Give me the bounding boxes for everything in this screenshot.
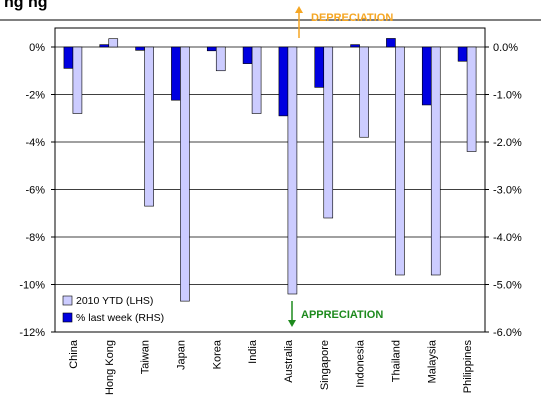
plot-area [54,27,486,333]
category-label: Taiwan [140,340,152,374]
category-label: Philippines [462,340,474,394]
left-tick-label: 0% [29,42,45,54]
bar-ytd [251,46,262,114]
depreciation-arrowhead [295,6,303,13]
legend-label-ytd: 2010 YTD (LHS) [76,295,153,307]
bar-last-week [314,46,325,88]
bars [63,38,477,302]
gridlines [55,46,485,285]
category-label: Korea [211,339,223,369]
bar-ytd [359,46,369,138]
right-tick-label: -2.0% [493,137,522,149]
bar-last-week [171,46,181,101]
bar-ytd [395,46,405,276]
right-tick-label: -5.0% [493,280,522,292]
bar-ytd [144,46,154,207]
bar-ytd [72,46,83,114]
category-label: Indonesia [355,339,367,388]
right-tick-label: 0.0% [493,42,518,54]
bar-last-week [457,46,468,62]
category-label: India [247,339,259,364]
right-tick-label: -3.0% [493,185,522,197]
depreciation-annotation: DEPRECIATION [295,6,393,38]
bar-ytd [287,46,298,295]
category-label: Australia [283,339,295,383]
left-tick-label: -12% [19,327,45,339]
bar-last-week [278,46,289,117]
chart-title-fragment: ng ng [4,0,48,11]
category-label: Japan [175,340,187,370]
bar-last-week [386,38,396,48]
bar-last-week [99,44,110,48]
appreciation-arrowhead [288,320,296,327]
bar-last-week [242,46,253,64]
legend-swatch-ytd [62,295,73,306]
appreciation-annotation: APPRECIATION [288,301,383,327]
category-label: Hong Kong [104,340,116,395]
bar-last-week [63,46,74,69]
right-tick-label: -4.0% [493,232,522,244]
left-tick-label: -6% [25,185,45,197]
bar-last-week [206,46,217,52]
bar-last-week [350,44,360,48]
bar-last-week [421,46,432,106]
left-tick-label: -8% [25,232,45,244]
right-tick-label: -6.0% [493,327,522,339]
category-label: China [68,339,80,369]
category-label: Thailand [390,340,402,382]
bar-last-week [135,46,145,51]
category-label: Malaysia [426,339,438,383]
bar-ytd [180,46,190,302]
left-tick-label: -2% [25,90,45,102]
legend: 2010 YTD (LHS) % last week (RHS) [62,295,164,324]
legend-label-week: % last week (RHS) [76,312,164,324]
right-tick-label: -1.0% [493,90,522,102]
appreciation-label: APPRECIATION [301,309,383,321]
category-label: Singapore [319,340,331,390]
left-axis: 0% -2% -4% -6% -8% -10% -12% [19,42,55,339]
x-axis: China Hong Kong Taiwan Japan Korea India Austr… [68,339,474,395]
depreciation-label: DEPRECIATION [311,12,393,24]
left-tick-label: -10% [19,280,45,292]
right-axis: 0.0% -1.0% -2.0% -3.0% -4.0% -5.0% -6.0% [485,42,522,339]
bar-ytd [108,38,119,48]
bar-ytd [430,46,441,276]
legend-swatch-week [62,312,73,323]
bar-ytd [466,46,477,152]
bar-ytd [323,46,334,219]
left-tick-label: -4% [25,137,45,149]
bar-ytd [215,46,226,72]
